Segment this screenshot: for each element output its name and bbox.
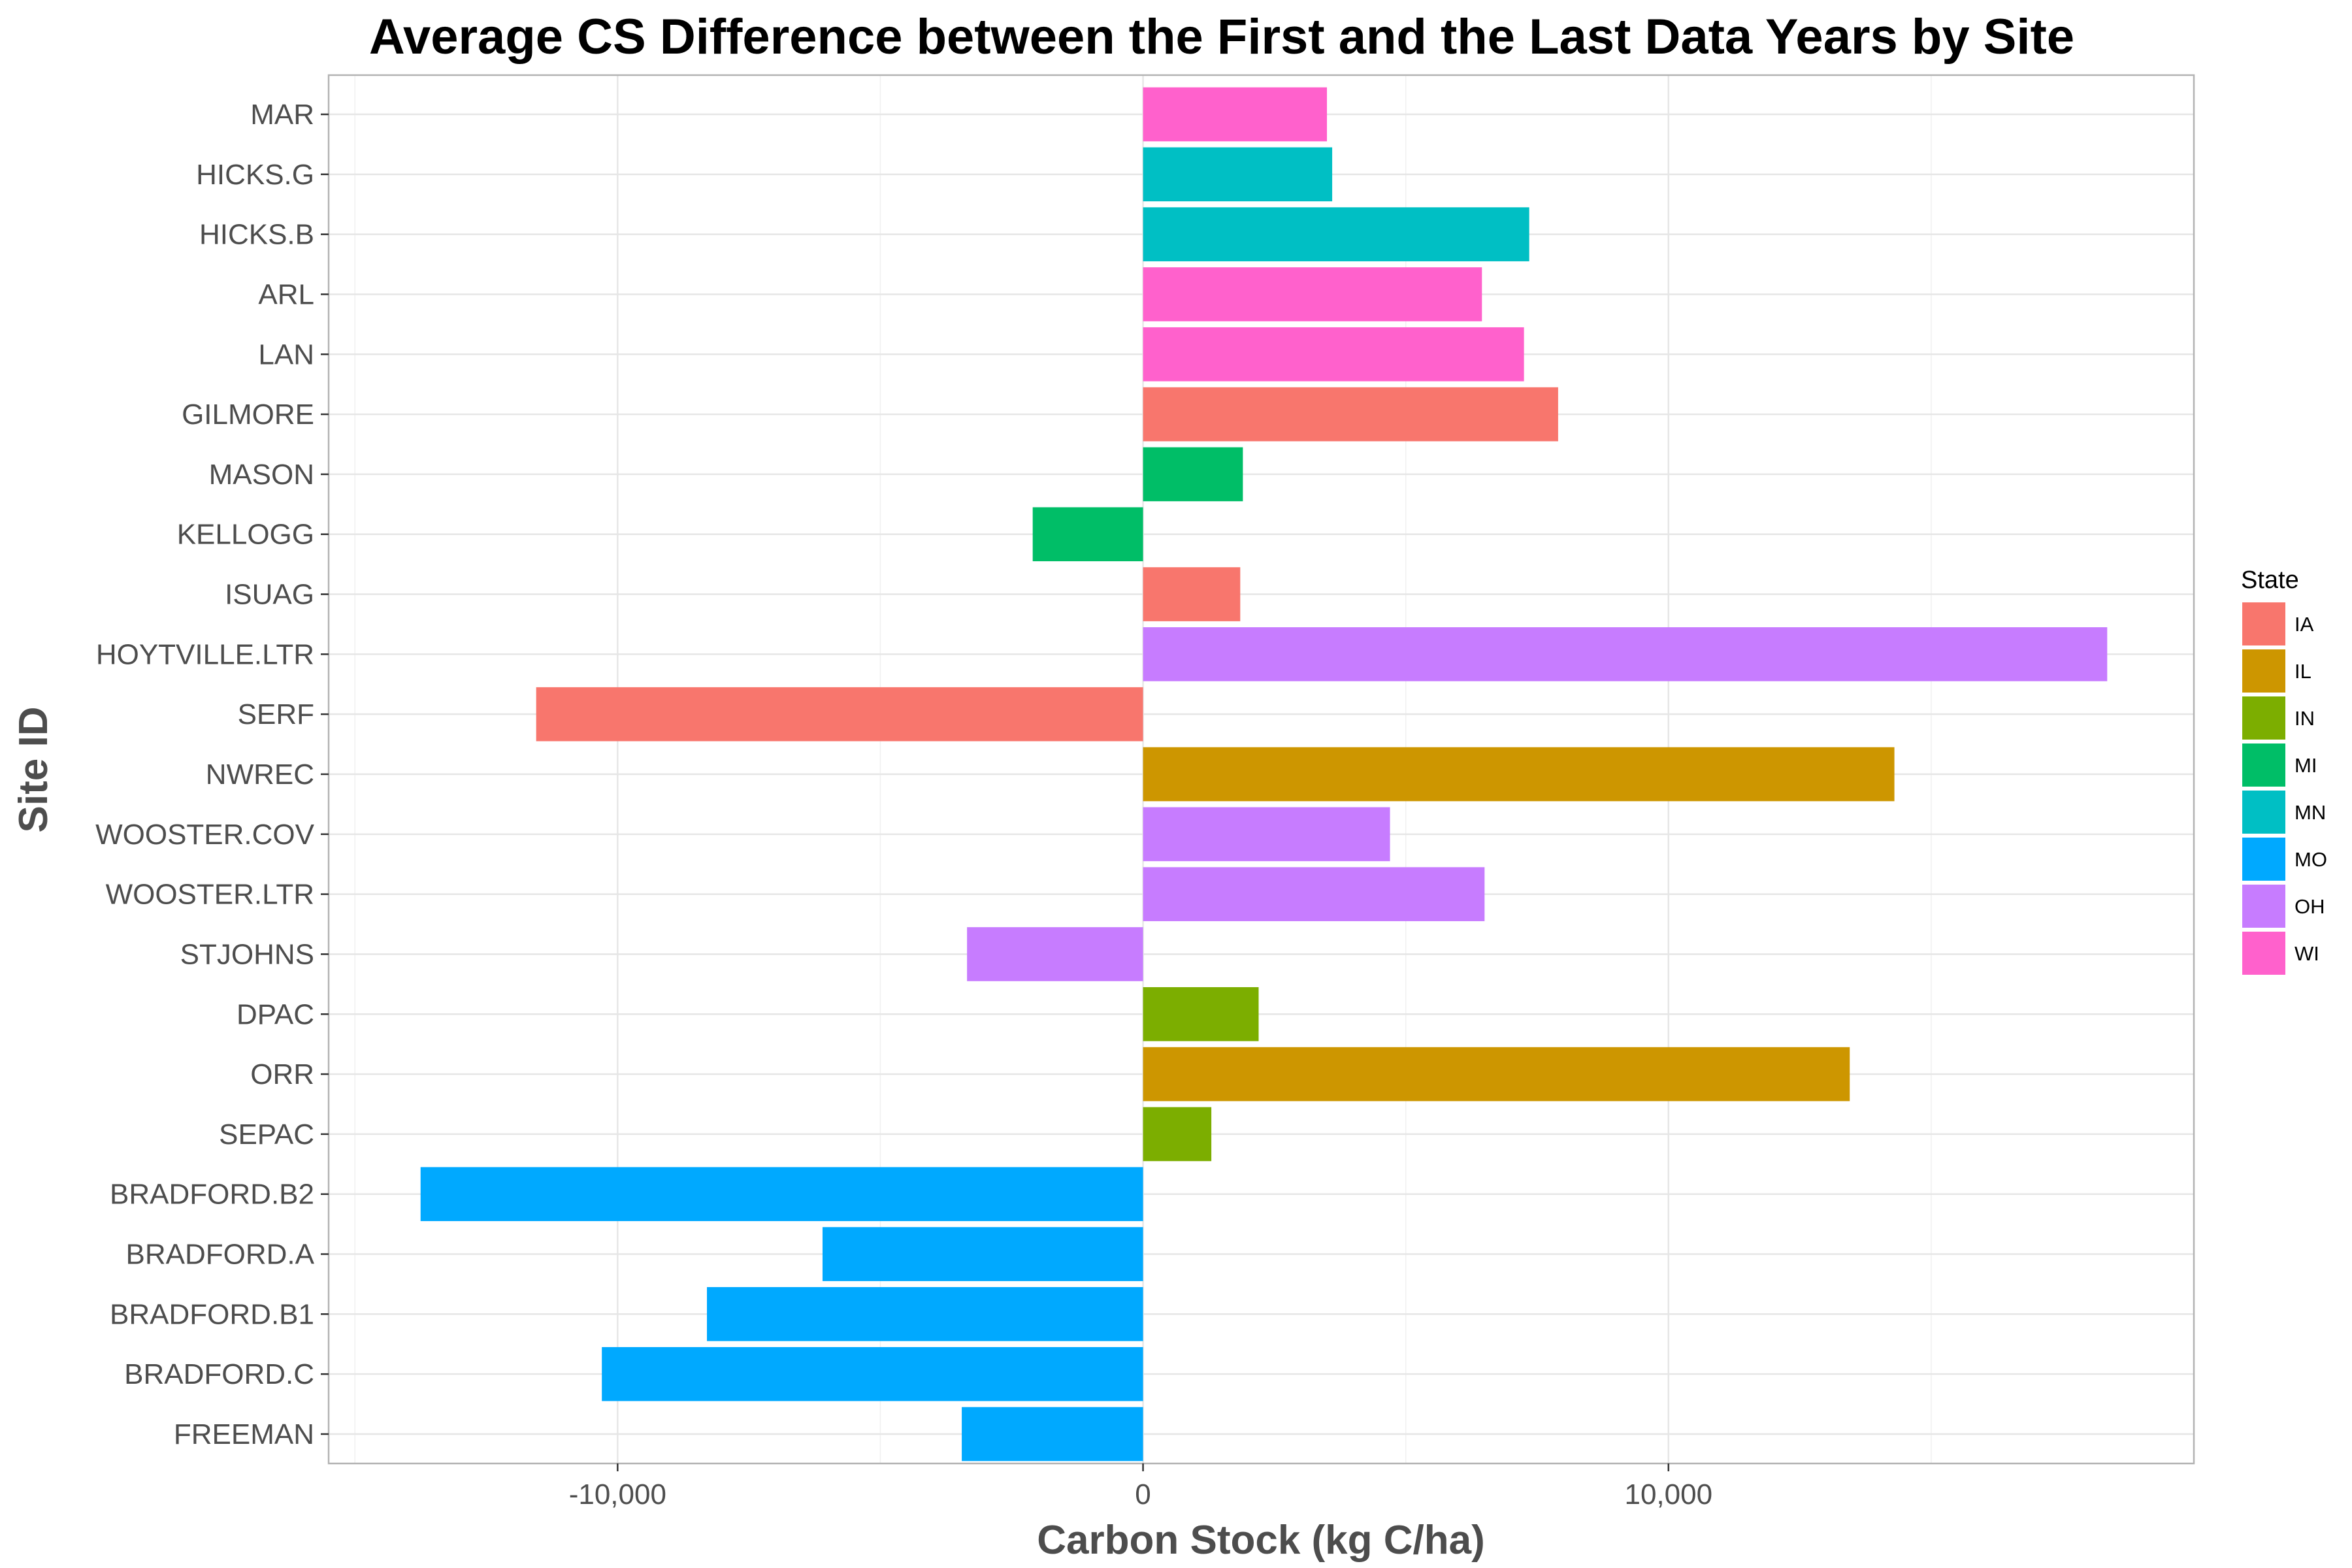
bar-lan <box>1143 327 1524 382</box>
legend-title: State <box>2241 566 2299 594</box>
y-tick-label: GILMORE <box>182 399 314 431</box>
bar-gilmore <box>1143 387 1558 442</box>
x-tick-label: -10,000 <box>569 1478 666 1511</box>
y-tick-label: HOYTVILLE.LTR <box>96 638 314 670</box>
legend-key-mn <box>2242 791 2285 834</box>
legend-label-il: IL <box>2295 660 2311 683</box>
y-tick-label: LAN <box>258 338 314 370</box>
bar-freeman <box>962 1407 1143 1462</box>
y-tick-label: BRADFORD.A <box>126 1239 315 1271</box>
legend-key-wi <box>2242 932 2285 975</box>
y-tick-label: FREEMAN <box>174 1418 314 1450</box>
x-axis-ticks: -10,000 0 10,000 <box>569 1463 1712 1511</box>
legend-key-mi <box>2242 743 2285 787</box>
legend: State IA IL IN MI MN MO OH WI <box>2241 566 2327 975</box>
y-tick-label: MAR <box>250 99 314 131</box>
bar-serf <box>536 687 1143 742</box>
y-axis-title: Site ID <box>11 707 56 833</box>
bar-bradford-a <box>822 1227 1143 1281</box>
x-tick-label: 10,000 <box>1624 1478 1712 1511</box>
y-tick-label: WOOSTER.LTR <box>106 879 314 911</box>
bars <box>420 87 2108 1462</box>
bar-kellogg <box>1032 507 1143 562</box>
bar-nwrec <box>1143 747 1895 802</box>
legend-label-oh: OH <box>2295 895 2325 918</box>
y-tick-label: SERF <box>238 698 314 730</box>
bar-hicks-g <box>1143 147 1333 202</box>
legend-label-ia: IA <box>2295 613 2314 636</box>
bar-sepac <box>1143 1107 1212 1162</box>
y-tick-label: BRADFORD.B1 <box>110 1298 314 1330</box>
y-tick-label: DPAC <box>237 998 314 1030</box>
bar-mar <box>1143 87 1328 142</box>
y-tick-label: KELLOGG <box>177 519 314 551</box>
y-tick-label: NWREC <box>206 759 314 791</box>
bar-bradford-b1 <box>707 1287 1143 1341</box>
legend-label-mi: MI <box>2295 754 2317 777</box>
legend-key-mo <box>2242 838 2285 881</box>
y-axis-ticks: MAR HICKS.G HICKS.B ARL LAN GILMORE MASON KELLO… <box>95 99 329 1450</box>
y-tick-label: HICKS.G <box>196 159 314 191</box>
legend-key-in <box>2242 696 2285 740</box>
bar-mason <box>1143 447 1243 502</box>
bar-bradford-c <box>602 1347 1143 1401</box>
legend-label-wi: WI <box>2295 942 2319 965</box>
legend-key-oh <box>2242 885 2285 928</box>
y-tick-label: ISUAG <box>225 579 314 611</box>
plot-panel-border <box>327 74 2195 1465</box>
y-tick-label: BRADFORD.B2 <box>110 1179 314 1211</box>
legend-label-mn: MN <box>2295 801 2326 824</box>
x-tick-label: 0 <box>1135 1478 1151 1511</box>
legend-label-mo: MO <box>2295 848 2327 871</box>
legend-label-in: IN <box>2295 707 2315 730</box>
bar-wooster-ltr <box>1143 867 1485 921</box>
bar-hoytville-ltr <box>1143 627 2108 681</box>
y-tick-label: SEPAC <box>219 1119 314 1151</box>
x-axis-title: Carbon Stock (kg C/ha) <box>1037 1518 1485 1563</box>
y-tick-label: MASON <box>209 459 314 491</box>
y-tick-label: ARL <box>258 278 314 310</box>
legend-key-il <box>2242 649 2285 693</box>
bar-orr <box>1143 1047 1850 1102</box>
y-tick-label: BRADFORD.C <box>124 1358 314 1390</box>
bar-hicks-b <box>1143 207 1529 261</box>
y-tick-label: ORR <box>250 1058 314 1090</box>
chart-title: Average CS Difference between the First … <box>369 9 2074 65</box>
y-tick-label: HICKS.B <box>199 219 314 251</box>
bar-wooster-cov <box>1143 807 1390 862</box>
legend-key-ia <box>2242 602 2285 645</box>
y-tick-label: WOOSTER.COV <box>95 819 315 851</box>
bar-bradford-b2 <box>420 1167 1143 1222</box>
bar-arl <box>1143 267 1482 321</box>
bar-stjohns <box>967 927 1143 981</box>
y-tick-label: STJOHNS <box>180 938 314 970</box>
bar-isuag <box>1143 567 1241 621</box>
bar-dpac <box>1143 987 1259 1041</box>
